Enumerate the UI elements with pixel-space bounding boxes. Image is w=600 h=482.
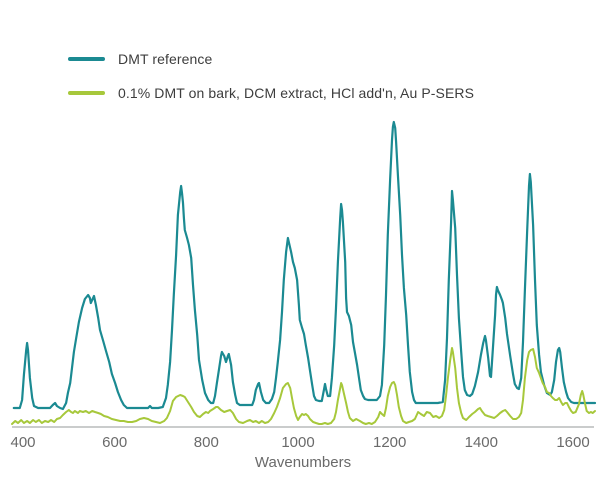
legend-swatch-green-line — [68, 91, 105, 95]
x-axis-tick-label: 1400 — [465, 434, 498, 451]
legend-label-dmt-reference: DMT reference — [118, 51, 213, 67]
series-dmt-reference-line — [12, 120, 597, 411]
x-axis-tick-label: 1000 — [281, 434, 314, 451]
x-axis-tick-label: 1600 — [556, 434, 589, 451]
x-axis-ticks: 400 600 800 1000 1200 1400 1600 — [10, 434, 589, 451]
legend: DMT reference 0.1% DMT on bark, DCM extr… — [68, 46, 474, 114]
legend-item-bark-extract: 0.1% DMT on bark, DCM extract, HCl add'n… — [68, 80, 474, 106]
series-bark-extract-line — [11, 347, 596, 425]
x-axis-tick-label: 1200 — [373, 434, 406, 451]
x-axis-title: Wavenumbers — [255, 454, 351, 471]
x-axis-tick-label: 400 — [10, 434, 35, 451]
x-axis-tick-label: 800 — [194, 434, 219, 451]
legend-item-dmt-reference: DMT reference — [68, 46, 474, 72]
legend-swatch-teal-line — [68, 57, 105, 61]
legend-label-bark-extract: 0.1% DMT on bark, DCM extract, HCl add'n… — [118, 85, 475, 101]
x-axis-tick-label: 600 — [102, 434, 127, 451]
